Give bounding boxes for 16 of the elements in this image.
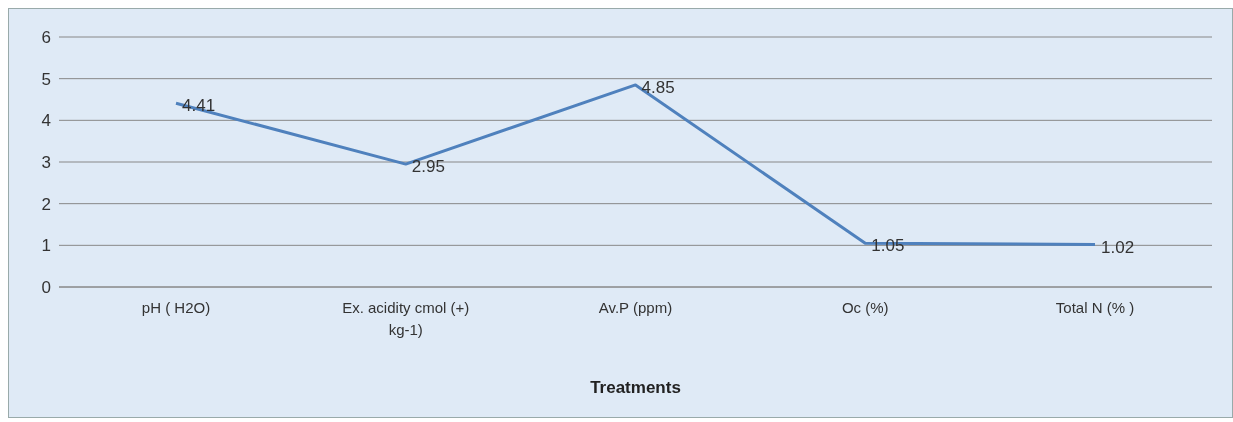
data-label: 1.02	[1101, 237, 1135, 257]
data-label: 2.95	[411, 157, 445, 177]
x-axis-title: Treatments	[590, 378, 681, 397]
y-tick-label: 6	[41, 28, 51, 48]
y-tick-label: 2	[41, 194, 51, 214]
y-tick-label: 3	[41, 153, 51, 173]
y-tick-label: 1	[41, 236, 51, 256]
x-tick-label: Ex. acidity cmol (+) kg-1)	[342, 299, 470, 338]
data-label: 4.85	[641, 77, 675, 97]
y-tick-label: 0	[41, 278, 51, 298]
x-tick-label: Av.P (ppm)	[598, 299, 673, 316]
x-tick-label: Total N (% )	[1055, 299, 1135, 316]
y-tick-label: 5	[41, 69, 51, 89]
x-tick-label: Oc (%)	[841, 299, 889, 316]
x-tick-label: pH ( H2O)	[141, 299, 211, 316]
y-tick-label: 4	[41, 111, 51, 131]
